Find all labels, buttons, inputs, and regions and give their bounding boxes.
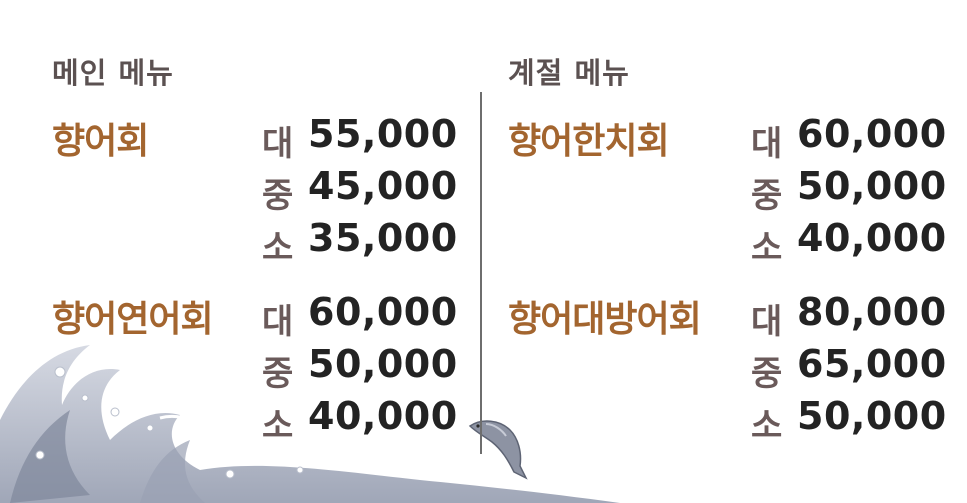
size-label: 소 — [751, 406, 783, 446]
item-name: 향어한치회 — [508, 121, 670, 162]
price-value: 60,000 — [308, 290, 458, 334]
size-label: 소 — [751, 228, 783, 268]
size-label: 중 — [262, 176, 294, 216]
price-value: 45,000 — [308, 164, 458, 208]
item-name: 향어회 — [52, 121, 149, 162]
size-label: 대 — [262, 302, 294, 342]
size-label: 대 — [751, 302, 783, 342]
size-label: 대 — [751, 124, 783, 164]
price-value: 65,000 — [797, 342, 947, 386]
price-value: 55,000 — [308, 112, 458, 156]
price-value: 60,000 — [797, 112, 947, 156]
size-label: 대 — [262, 124, 294, 164]
seasonal-menu-title: 계절 메뉴 — [508, 56, 630, 90]
price-value: 50,000 — [797, 394, 947, 438]
price-value: 50,000 — [797, 164, 947, 208]
item-name: 향어연어회 — [52, 299, 214, 340]
size-label: 소 — [262, 228, 294, 268]
fish-icon — [468, 420, 528, 480]
price-value: 35,000 — [308, 216, 458, 260]
price-value: 40,000 — [308, 394, 458, 438]
size-label: 중 — [262, 354, 294, 394]
price-value: 50,000 — [308, 342, 458, 386]
column-divider — [480, 92, 482, 454]
size-label: 중 — [751, 354, 783, 394]
main-menu-title: 메인 메뉴 — [52, 56, 174, 90]
price-value: 80,000 — [797, 290, 947, 334]
wave-illustration — [0, 345, 620, 503]
size-label: 중 — [751, 176, 783, 216]
size-label: 소 — [262, 406, 294, 446]
price-value: 40,000 — [797, 216, 947, 260]
item-name: 향어대방어회 — [508, 299, 702, 340]
